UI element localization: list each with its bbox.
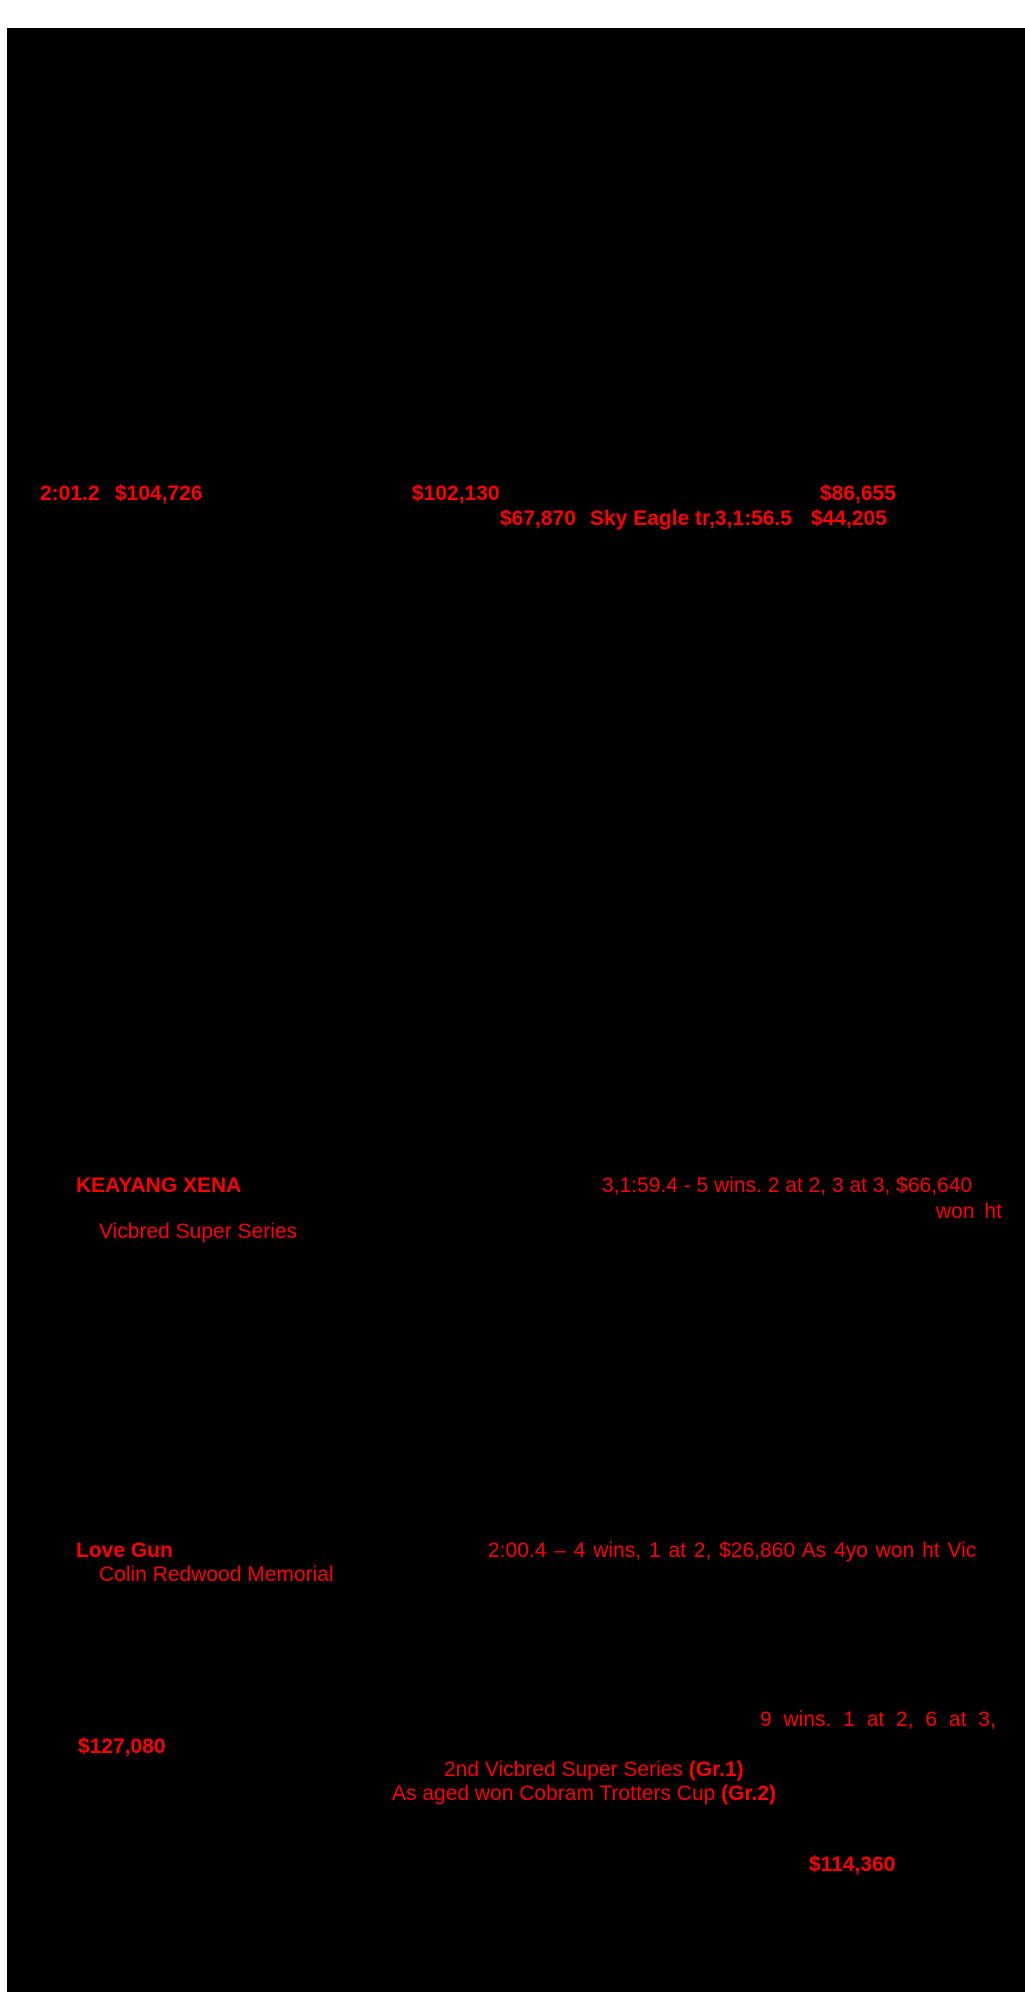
- horse-name-love-gun: Love Gun: [76, 1539, 173, 1562]
- catalogue-page: 2:01.2 $104,726 $102,130 $86,655 $67,870…: [7, 28, 1025, 1992]
- progeny-earnings-2: $114,360: [809, 1853, 896, 1876]
- sire-earnings-5: $44,205: [811, 507, 887, 530]
- sire-earnings-3: $86,655: [820, 482, 896, 505]
- progeny-wins-line: 9 wins. 1 at 2, 6 at 3,: [760, 1708, 996, 1731]
- sire-record-time: 2:01.2: [40, 482, 100, 505]
- keayang-xena-race-name: Vicbred Super Series: [99, 1220, 298, 1243]
- sire-earnings-2: $102,130: [412, 482, 500, 505]
- sire-record-sky-eagle: Sky Eagle tr,3,1:56.5: [590, 507, 792, 530]
- progeny-placing-grade: (Gr.1): [688, 1758, 744, 1781]
- progeny-cup-grade: (Gr.2): [721, 1782, 777, 1805]
- progeny-earnings: $127,080: [78, 1735, 166, 1758]
- sire-earnings-1: $104,726: [115, 482, 203, 505]
- progeny-placing-text: 2nd Vicbred Super Series: [444, 1758, 689, 1781]
- love-gun-record: 2:00.4 – 4 wins, 1 at 2, $26,860 As 4yo …: [488, 1539, 977, 1562]
- progeny-cup-text: As aged won Cobram Trotters Cup: [392, 1782, 722, 1805]
- horse-name-keayang-xena: KEAYANG XENA: [76, 1174, 242, 1197]
- progeny-cup-line: As aged won Cobram Trotters Cup (Gr.2): [392, 1783, 776, 1805]
- sire-earnings-4: $67,870: [500, 507, 576, 530]
- progeny-placing-line: 2nd Vicbred Super Series (Gr.1): [444, 1759, 744, 1781]
- keayang-xena-record: 3,1:59.4 - 5 wins. 2 at 2, 3 at 3, $66,6…: [602, 1174, 973, 1197]
- keayang-xena-record-cont: won ht: [936, 1200, 1002, 1223]
- love-gun-race-name: Colin Redwood Memorial: [99, 1563, 334, 1586]
